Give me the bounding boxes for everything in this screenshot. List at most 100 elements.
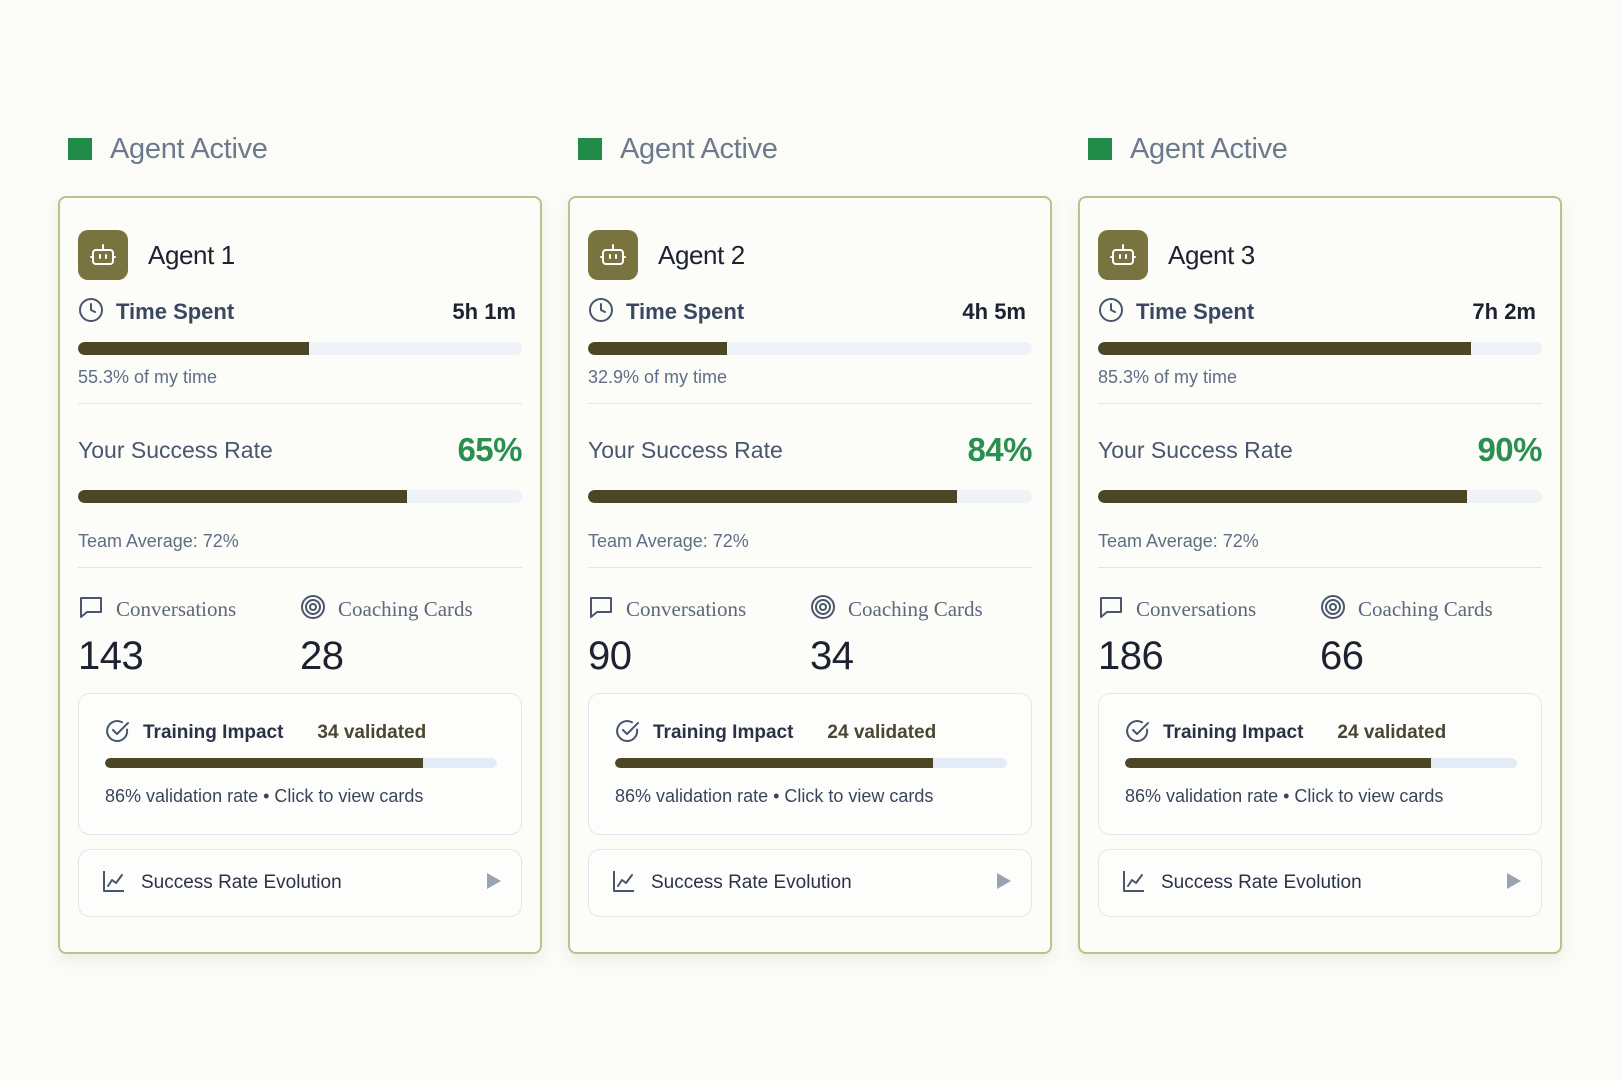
status-text: Agent Active bbox=[620, 132, 778, 165]
conversations-value: 90 bbox=[588, 634, 632, 678]
time-spent-value: 5h 1m bbox=[452, 299, 516, 324]
play-arrow-icon[interactable] bbox=[1505, 871, 1523, 896]
success-rate-evolution-button[interactable]: Success Rate Evolution bbox=[588, 849, 1032, 917]
time-spent-row: Time Spent 5h 1m bbox=[78, 292, 522, 332]
coaching-cards-value: 28 bbox=[300, 634, 344, 678]
robot-icon bbox=[1098, 230, 1148, 280]
robot-icon bbox=[78, 230, 128, 280]
line-chart-icon bbox=[1121, 868, 1147, 899]
coaching-cards-label: Coaching Cards bbox=[338, 596, 473, 621]
agent-name: Agent 2 bbox=[658, 239, 745, 270]
status-indicator bbox=[68, 138, 92, 160]
time-spent-row: Time Spent 4h 5m bbox=[588, 292, 1032, 332]
time-spent-bar-fill bbox=[588, 342, 727, 355]
clock-icon bbox=[78, 297, 104, 328]
agents-board: Agent Active Agent 1 bbox=[58, 132, 1562, 954]
divider bbox=[588, 567, 1032, 568]
coaching-cards-stat: Coaching Cards 66 bbox=[1320, 594, 1542, 679]
success-rate-row: Your Success Rate 84% bbox=[588, 430, 1032, 470]
agent-status: Agent Active bbox=[568, 132, 1052, 166]
training-impact-label: Training Impact bbox=[653, 722, 794, 743]
conversations-value: 143 bbox=[78, 634, 144, 678]
training-impact-bar bbox=[1125, 758, 1517, 768]
training-impact-bar-fill bbox=[615, 758, 933, 768]
conversations-stat: Conversations 186 bbox=[1098, 594, 1320, 679]
team-average: Team Average: 72% bbox=[1098, 531, 1259, 551]
play-arrow-icon[interactable] bbox=[485, 871, 503, 896]
stats-row: Conversations 143 Coaching Card bbox=[78, 594, 522, 679]
success-rate-row: Your Success Rate 65% bbox=[78, 430, 522, 470]
training-impact-bar bbox=[615, 758, 1007, 768]
training-impact-panel[interactable]: Training Impact 34 validated 86% validat… bbox=[78, 693, 522, 835]
robot-icon bbox=[588, 230, 638, 280]
time-spent-value: 4h 5m bbox=[962, 299, 1026, 324]
success-rate-label: Your Success Rate bbox=[78, 436, 273, 463]
stats-row: Conversations 90 Coaching Cards bbox=[588, 594, 1032, 679]
success-rate-evolution-button[interactable]: Success Rate Evolution bbox=[1098, 849, 1542, 917]
validation-rate-link[interactable]: 86% validation rate • Click to view card… bbox=[105, 786, 424, 806]
success-rate-row: Your Success Rate 90% bbox=[1098, 430, 1542, 470]
line-chart-icon bbox=[611, 868, 637, 899]
success-rate-bar bbox=[78, 490, 522, 503]
evolution-label: Success Rate Evolution bbox=[141, 872, 342, 893]
conversations-stat: Conversations 143 bbox=[78, 594, 300, 679]
time-spent-label: Time Spent bbox=[626, 299, 745, 324]
training-impact-label: Training Impact bbox=[143, 722, 284, 743]
time-spent-row: Time Spent 7h 2m bbox=[1098, 292, 1542, 332]
coaching-cards-stat: Coaching Cards 34 bbox=[810, 594, 1032, 679]
conversations-label: Conversations bbox=[116, 596, 237, 621]
clock-icon bbox=[588, 297, 614, 328]
success-rate-bar-fill bbox=[78, 490, 407, 503]
target-icon bbox=[1320, 594, 1346, 625]
status-indicator bbox=[578, 138, 602, 160]
time-spent-bar-fill bbox=[78, 342, 309, 355]
divider bbox=[1098, 567, 1542, 568]
training-impact-label: Training Impact bbox=[1163, 722, 1304, 743]
team-average: Team Average: 72% bbox=[588, 531, 749, 551]
agent-header: Agent 2 bbox=[588, 230, 1032, 280]
agent-header: Agent 1 bbox=[78, 230, 522, 280]
agent-name: Agent 1 bbox=[148, 239, 235, 270]
check-circle-icon bbox=[105, 718, 131, 749]
agent-column: Agent Active Agent 1 bbox=[58, 132, 542, 954]
agent-column: Agent Active Agent 2 bbox=[568, 132, 1052, 954]
divider bbox=[78, 403, 522, 404]
agent-status: Agent Active bbox=[1078, 132, 1562, 166]
conversations-stat: Conversations 90 bbox=[588, 594, 810, 679]
validation-rate-link[interactable]: 86% validation rate • Click to view card… bbox=[1125, 786, 1444, 806]
training-impact-panel[interactable]: Training Impact 24 validated 86% validat… bbox=[588, 693, 1032, 835]
chat-bubble-icon bbox=[588, 594, 614, 625]
success-rate-bar bbox=[588, 490, 1032, 503]
target-icon bbox=[810, 594, 836, 625]
agent-card: Agent 2 Time Spent 4h 5m 32.9% of m bbox=[568, 196, 1052, 954]
conversations-value: 186 bbox=[1098, 634, 1164, 678]
clock-icon bbox=[1098, 297, 1124, 328]
status-text: Agent Active bbox=[1130, 132, 1288, 165]
validated-count: 24 validated bbox=[827, 722, 937, 743]
agent-header: Agent 3 bbox=[1098, 230, 1542, 280]
divider bbox=[1098, 403, 1542, 404]
conversations-label: Conversations bbox=[1136, 596, 1257, 621]
validation-rate-link[interactable]: 86% validation rate • Click to view card… bbox=[615, 786, 934, 806]
coaching-cards-value: 34 bbox=[810, 634, 854, 678]
time-percent-text: 32.9% of my time bbox=[588, 367, 728, 387]
status-text: Agent Active bbox=[110, 132, 268, 165]
coaching-cards-value: 66 bbox=[1320, 634, 1364, 678]
validated-count: 24 validated bbox=[1337, 722, 1447, 743]
success-rate-bar-fill bbox=[1098, 490, 1467, 503]
play-arrow-icon[interactable] bbox=[995, 871, 1013, 896]
success-rate-value: 65% bbox=[457, 431, 522, 468]
training-impact-panel[interactable]: Training Impact 24 validated 86% validat… bbox=[1098, 693, 1542, 835]
evolution-label: Success Rate Evolution bbox=[1161, 872, 1362, 893]
chat-bubble-icon bbox=[78, 594, 104, 625]
agent-name: Agent 3 bbox=[1168, 239, 1255, 270]
success-rate-evolution-button[interactable]: Success Rate Evolution bbox=[78, 849, 522, 917]
success-rate-bar bbox=[1098, 490, 1542, 503]
time-percent-text: 55.3% of my time bbox=[78, 367, 218, 387]
validated-count: 34 validated bbox=[317, 722, 427, 743]
success-rate-label: Your Success Rate bbox=[1098, 436, 1293, 463]
training-impact-bar bbox=[105, 758, 497, 768]
conversations-label: Conversations bbox=[626, 596, 747, 621]
time-spent-bar-fill bbox=[1098, 342, 1471, 355]
success-rate-bar-fill bbox=[588, 490, 957, 503]
